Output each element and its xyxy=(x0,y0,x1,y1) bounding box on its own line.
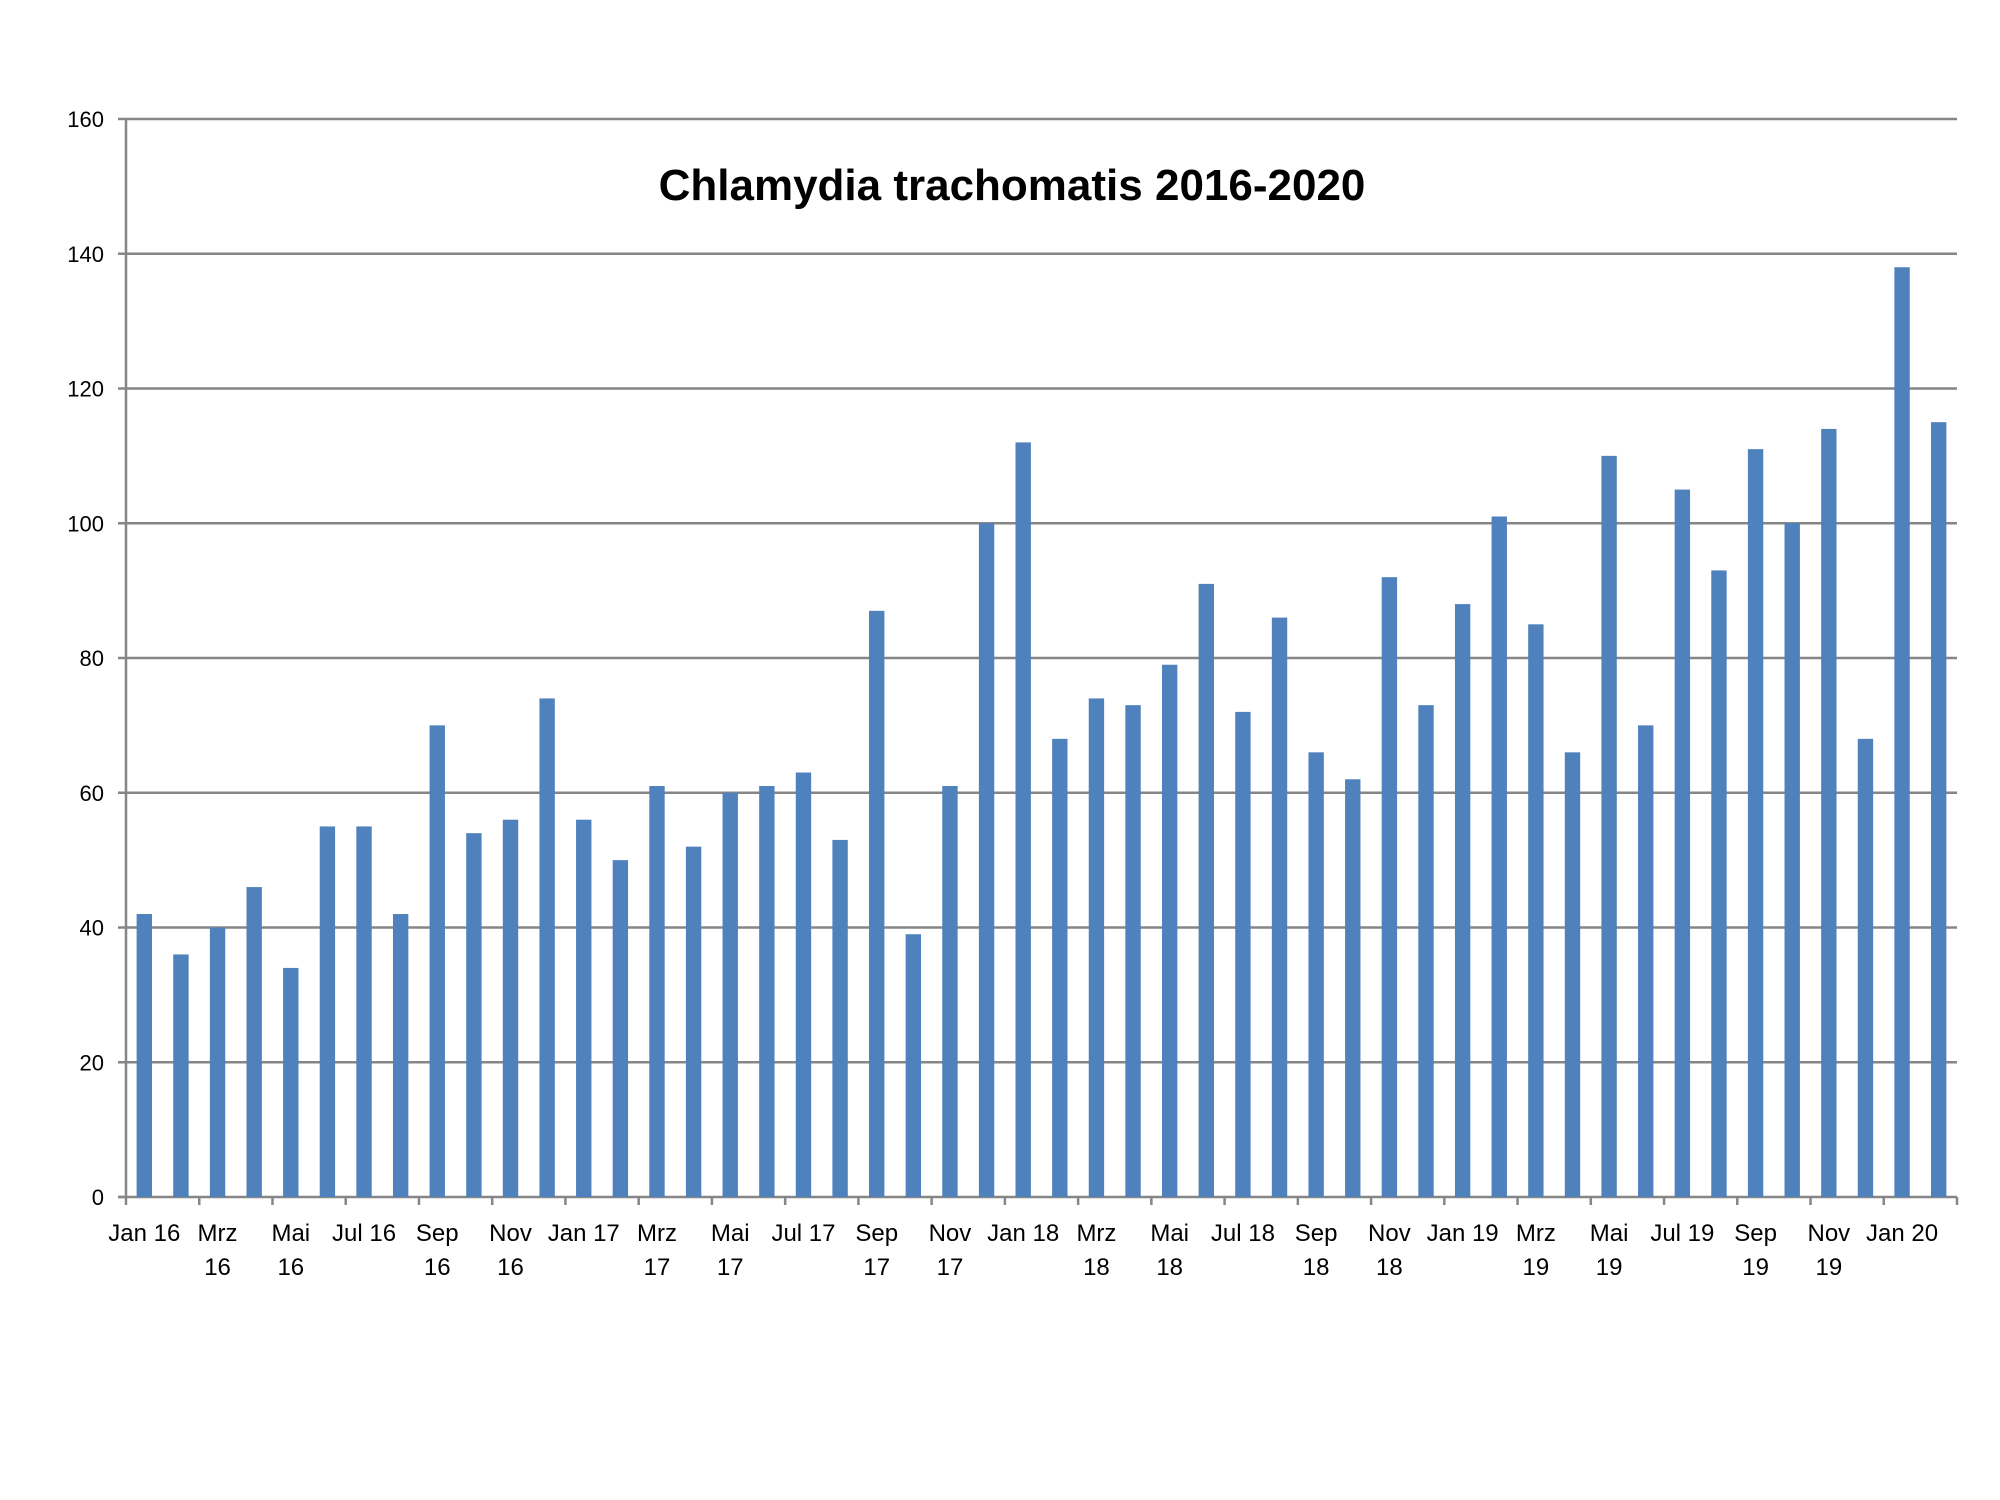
x-tick-label: Jul 17 xyxy=(771,1220,835,1247)
bar-nov-18 xyxy=(1381,577,1398,1197)
bar-sep-19 xyxy=(1747,449,1764,1197)
y-tick-label: 120 xyxy=(67,377,104,402)
y-tick-label: 40 xyxy=(80,916,104,941)
bar-mai-17 xyxy=(722,792,738,1197)
bar-jul-17 xyxy=(795,772,812,1197)
x-tick-label: Mrz 17 xyxy=(637,1220,677,1281)
x-tick-label: Jan 20 xyxy=(1866,1220,1938,1247)
x-tick-label: Sep 18 xyxy=(1295,1220,1338,1281)
x-tick-label: Nov 19 xyxy=(1807,1220,1850,1281)
bar-feb-18 xyxy=(1052,738,1068,1197)
bar-jul-18 xyxy=(1235,711,1251,1197)
x-tick-label: Sep 17 xyxy=(855,1220,898,1281)
x-tick-label: Jan 17 xyxy=(548,1220,620,1247)
y-tick-label: 60 xyxy=(80,781,104,806)
x-tick-label: Jan 19 xyxy=(1427,1220,1499,1247)
x-tick-label: Jul 18 xyxy=(1211,1220,1275,1247)
bar-dez-19 xyxy=(1857,738,1874,1197)
x-tick-label: Jul 19 xyxy=(1650,1220,1714,1247)
bar-mrz-19 xyxy=(1528,624,1544,1197)
bar-apr-16 xyxy=(246,887,262,1197)
bar-okt-16 xyxy=(466,833,482,1197)
bar-jun-16 xyxy=(319,826,336,1197)
bar-apr-18 xyxy=(1125,705,1141,1197)
bar-mai-16 xyxy=(283,967,299,1197)
bar-mrz-16 xyxy=(209,927,226,1197)
bar-mai-18 xyxy=(1161,664,1178,1197)
bar-jun-17 xyxy=(759,786,775,1197)
chart-title: Chlamydia trachomatis 2016-2020 xyxy=(659,161,1366,210)
bar-series xyxy=(136,267,1947,1198)
bar-nov-19 xyxy=(1821,428,1837,1197)
bar-jun-19 xyxy=(1638,725,1654,1197)
bar-jun-18 xyxy=(1198,583,1214,1197)
bar-dez-17 xyxy=(978,523,995,1197)
bar-jan-19 xyxy=(1454,604,1471,1197)
bar-feb-19 xyxy=(1491,516,1507,1197)
bar-apr-19 xyxy=(1564,752,1581,1197)
bar-sep-18 xyxy=(1308,752,1324,1197)
bar-dez-16 xyxy=(539,698,555,1197)
bar-nov-17 xyxy=(942,786,958,1197)
bar-jul-16 xyxy=(356,826,372,1197)
bar-jul-19 xyxy=(1674,489,1691,1197)
bar-feb-20 xyxy=(1930,422,1947,1197)
x-tick-label: Nov 16 xyxy=(489,1220,532,1281)
x-tick-label: Mai 19 xyxy=(1590,1220,1629,1281)
x-tick-label: Jul 16 xyxy=(332,1220,396,1247)
bar-nov-16 xyxy=(502,819,519,1197)
bar-mrz-17 xyxy=(649,786,665,1197)
bar-jan-20 xyxy=(1894,267,1910,1198)
bar-okt-18 xyxy=(1345,779,1361,1197)
bar-aug-16 xyxy=(392,914,409,1197)
bar-aug-18 xyxy=(1271,617,1288,1197)
y-axis-tick-labels: 0 20 40 60 80 100 120 140 160 xyxy=(67,107,104,1210)
x-tick-label: Jan 18 xyxy=(987,1220,1059,1247)
bar-apr-17 xyxy=(685,846,702,1197)
x-tick-label: Nov 17 xyxy=(929,1220,972,1281)
y-tick-label: 20 xyxy=(80,1050,104,1075)
x-tick-label: Mai 17 xyxy=(711,1220,750,1281)
y-tick-label: 100 xyxy=(67,511,104,536)
bar-mrz-18 xyxy=(1088,698,1105,1197)
bar-dez-18 xyxy=(1418,705,1434,1197)
bar-feb-16 xyxy=(173,954,189,1197)
x-tick-label: Nov 18 xyxy=(1368,1220,1411,1281)
x-tick-label: Mrz 19 xyxy=(1516,1220,1556,1281)
bar-jan-16 xyxy=(136,914,153,1197)
bar-feb-17 xyxy=(612,860,629,1197)
x-tick-label: Sep 16 xyxy=(416,1220,459,1281)
y-tick-label: 160 xyxy=(67,107,104,132)
bar-jan-17 xyxy=(576,819,592,1197)
x-axis-tick-labels: Jan 16 Mrz 16 Mai 16 Jul 16 Sep 16 Nov 16 Jan 17 Mr… xyxy=(108,1220,1938,1281)
y-tick-label: 140 xyxy=(67,242,104,267)
bar-okt-19 xyxy=(1784,523,1800,1197)
bar-sep-17 xyxy=(869,610,885,1197)
bar-okt-17 xyxy=(905,934,922,1197)
x-tick-label: Jan 16 xyxy=(108,1220,180,1247)
y-tick-label: 0 xyxy=(92,1185,104,1210)
y-tick-label: 80 xyxy=(80,646,104,671)
x-tick-label: Mrz 18 xyxy=(1076,1220,1116,1281)
bar-sep-16 xyxy=(429,725,445,1197)
bar-jan-18 xyxy=(1015,442,1031,1197)
bar-aug-19 xyxy=(1711,570,1727,1197)
x-tick-label: Mrz 16 xyxy=(198,1220,238,1281)
bar-mai-19 xyxy=(1601,455,1617,1197)
bar-aug-17 xyxy=(832,839,848,1197)
x-tick-label: Mai 16 xyxy=(271,1220,310,1281)
x-tick-label: Sep 19 xyxy=(1734,1220,1777,1281)
x-tick-label: Mai 18 xyxy=(1150,1220,1189,1281)
